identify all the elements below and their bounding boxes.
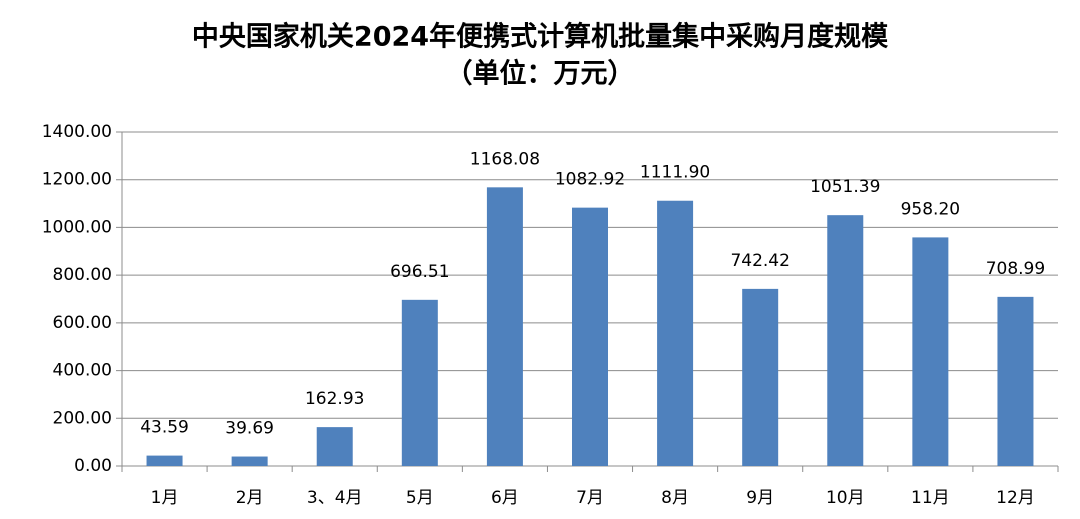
data-label: 1111.90	[640, 163, 710, 183]
bar	[401, 299, 438, 466]
y-tick-label: 0.00	[74, 456, 112, 476]
bar	[231, 456, 268, 466]
chart-title: 中央国家机关2024年便携式计算机批量集中采购月度规模	[192, 21, 888, 53]
data-label: 162.93	[305, 389, 364, 409]
bar	[827, 215, 864, 466]
data-label: 1051.39	[810, 177, 880, 197]
bar	[572, 207, 608, 466]
bar	[657, 200, 694, 466]
chart-subtitle: （单位：万元）	[446, 58, 635, 90]
y-tick-label: 200.00	[53, 408, 112, 428]
x-tick-label: 11月	[911, 488, 950, 508]
data-label: 958.20	[901, 199, 960, 219]
x-tick-label: 3、4月	[307, 488, 363, 508]
y-tick-label: 600.00	[53, 313, 112, 333]
data-label: 696.51	[390, 262, 449, 282]
data-label: 43.59	[140, 418, 189, 438]
y-tick-label: 400.00	[53, 361, 112, 381]
x-tick-label: 1月	[151, 488, 179, 508]
y-tick-label: 1400.00	[42, 122, 112, 142]
bar	[486, 187, 523, 467]
x-tick-label: 8月	[661, 488, 689, 508]
x-tick-label: 2月	[236, 488, 264, 508]
data-label: 708.99	[986, 259, 1045, 279]
bar	[997, 296, 1034, 466]
y-tick-label: 1000.00	[42, 217, 112, 237]
y-tick-label: 1200.00	[42, 170, 112, 190]
bar	[742, 288, 779, 466]
data-label: 742.42	[730, 251, 789, 271]
x-tick-label: 6月	[491, 488, 519, 508]
bar	[316, 427, 353, 466]
bar	[146, 455, 183, 466]
x-tick-label: 12月	[996, 488, 1035, 508]
bar	[912, 237, 949, 466]
y-tick-label: 800.00	[53, 265, 112, 285]
data-label: 1082.92	[555, 170, 625, 190]
x-tick-label: 10月	[826, 488, 865, 508]
x-tick-label: 5月	[406, 488, 434, 508]
data-label: 1168.08	[470, 149, 540, 169]
x-tick-label: 7月	[576, 488, 604, 508]
x-tick-label: 9月	[746, 488, 774, 508]
data-label: 39.69	[225, 419, 274, 439]
